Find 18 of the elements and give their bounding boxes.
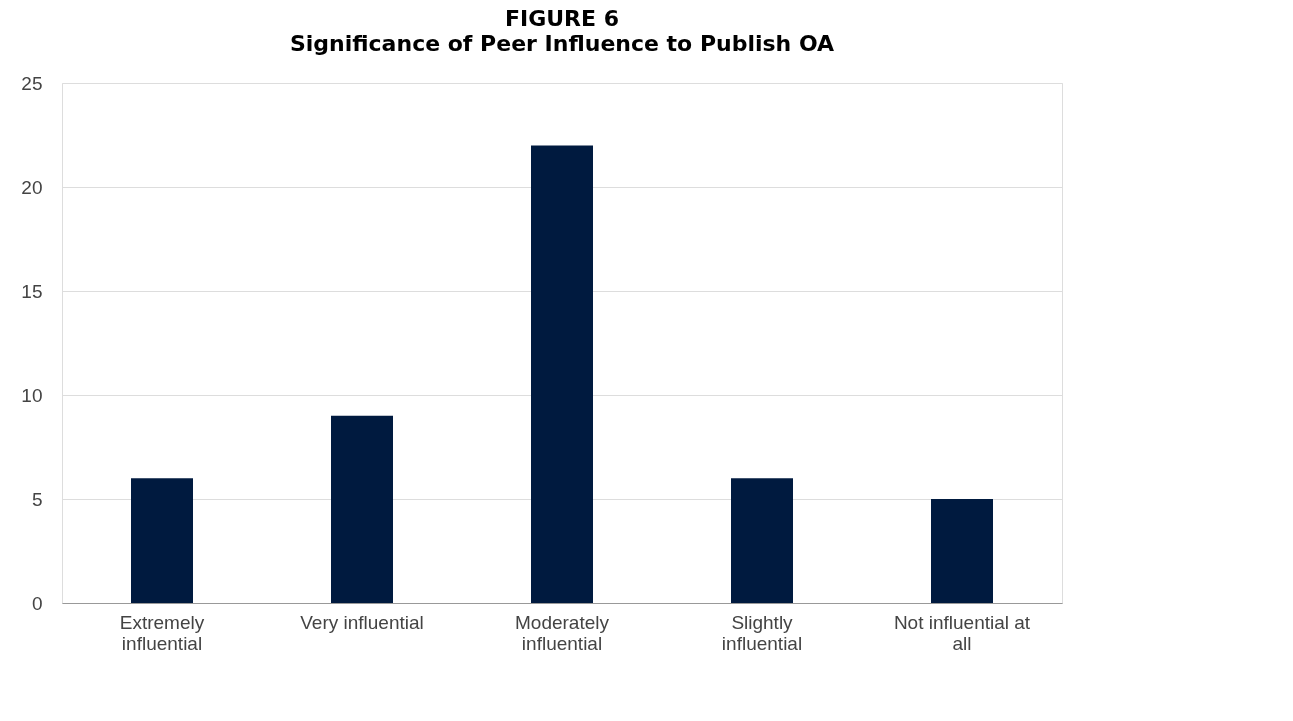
bar bbox=[331, 415, 393, 603]
x-tick-label: Very influential bbox=[300, 611, 424, 633]
bar bbox=[131, 478, 193, 603]
bar bbox=[731, 478, 793, 603]
x-tick-label: Slightly influential bbox=[721, 611, 803, 654]
y-tick-label: 20 bbox=[21, 176, 43, 198]
y-tick-label: 10 bbox=[21, 384, 43, 406]
y-tick-label: 15 bbox=[21, 280, 43, 302]
x-tick-label: Not influential at all bbox=[893, 611, 1031, 654]
bar bbox=[531, 145, 593, 603]
y-tick-label: 5 bbox=[31, 488, 43, 510]
chart-title: FIGURE 6 bbox=[504, 6, 620, 31]
bar bbox=[931, 499, 993, 603]
y-tick-label: 25 bbox=[21, 72, 43, 94]
chart-subtitle: Significance of Peer Influence to Publish OA bbox=[289, 31, 835, 56]
x-tick-label: Moderately influential bbox=[515, 611, 610, 654]
y-tick-label: 0 bbox=[31, 592, 43, 614]
x-tick-label: Extremely influential bbox=[119, 611, 205, 654]
